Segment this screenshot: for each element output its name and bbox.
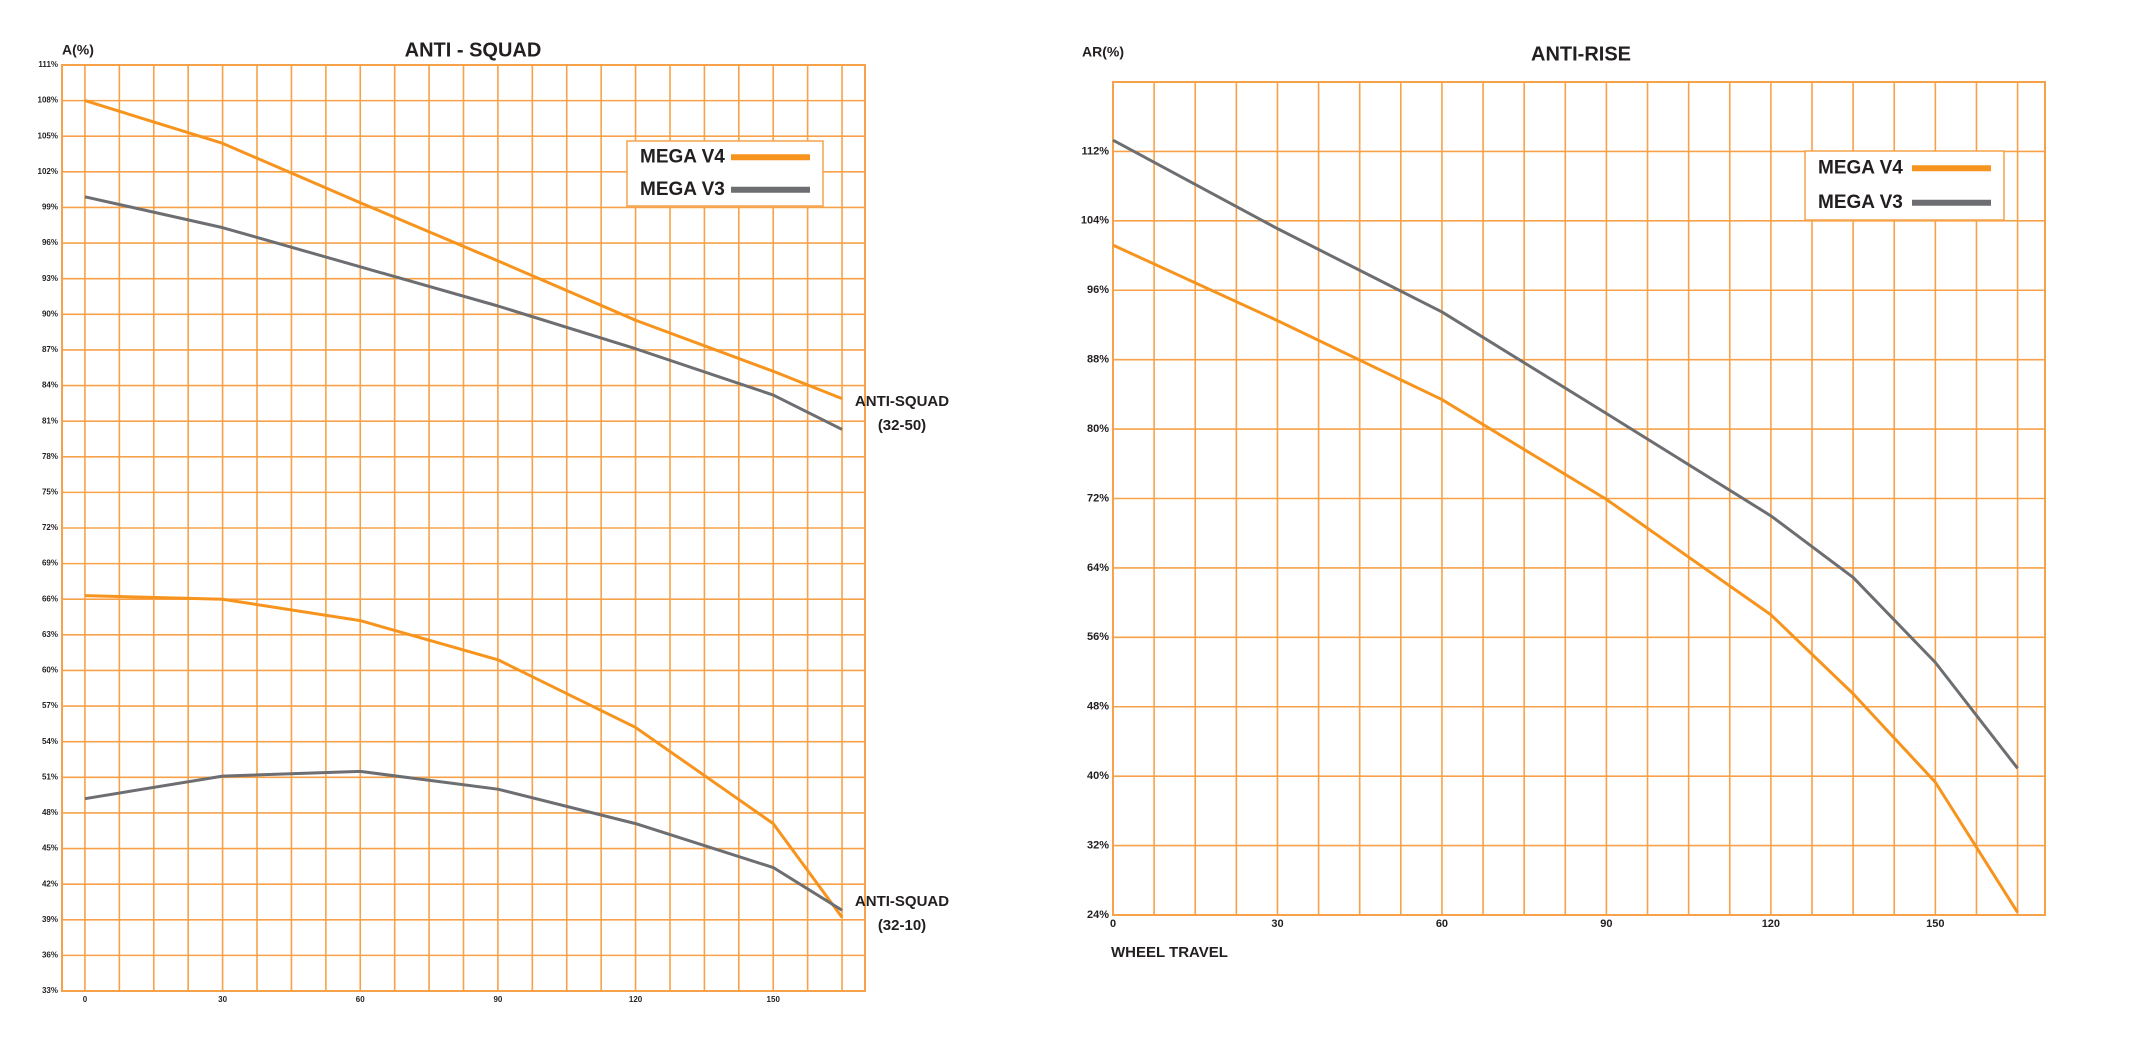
x-tick-label: 60 (1436, 918, 1448, 930)
y-tick-label: 96% (1087, 284, 1109, 296)
series-line (84, 769, 843, 912)
x-tick-label: 150 (767, 995, 781, 1004)
chart-title: ANTI-RISE (1531, 43, 1631, 65)
y-tick-label: 81% (42, 416, 58, 425)
legend-label: MEGA V3 (1818, 192, 1903, 213)
y-tick-label: 66% (42, 594, 58, 603)
y-tick-label: 80% (1087, 423, 1109, 435)
y-tick-label: 64% (1087, 562, 1109, 574)
plot-frame (61, 64, 866, 992)
y-tick-label: 105% (38, 131, 58, 140)
annotation: (32-10) (878, 917, 926, 934)
y-tick-label: 63% (42, 630, 58, 639)
y-tick-label: 40% (1087, 770, 1109, 782)
y-tick-label: 96% (42, 238, 58, 247)
annotation: (32-50) (878, 417, 926, 434)
y-tick-label: 48% (42, 808, 58, 817)
y-axis-label: AR(%) (1082, 44, 1124, 60)
y-tick-label: 36% (42, 950, 58, 959)
y-tick-label: 56% (1087, 631, 1109, 643)
y-tick-label: 75% (42, 487, 58, 496)
legend-label: MEGA V3 (640, 179, 725, 200)
y-tick-label: 104% (1081, 215, 1109, 227)
y-tick-label: 33% (42, 986, 58, 995)
x-tick-label: 0 (83, 995, 88, 1004)
y-tick-label: 112% (1081, 145, 1109, 157)
y-tick-label: 69% (42, 559, 58, 568)
x-tick-label: 30 (1271, 918, 1283, 930)
y-tick-label: 42% (42, 879, 58, 888)
y-tick-label: 72% (42, 523, 58, 532)
y-tick-label: 32% (1087, 839, 1109, 851)
y-tick-label: 84% (42, 381, 58, 390)
chart: 0 30 60 90 120 150 24% 32% 40% 48% 56% 64% 72% 80% 88%… (1081, 43, 2046, 961)
y-tick-label: 90% (42, 309, 58, 318)
y-tick-label: 111% (38, 60, 58, 69)
series-line (84, 99, 843, 400)
x-tick-label: 30 (218, 995, 227, 1004)
x-tick-label: 120 (629, 995, 643, 1004)
annotation: ANTI-SQUAD (855, 893, 949, 910)
x-tick-label: 0 (1110, 918, 1116, 930)
x-tick-label: 90 (493, 995, 502, 1004)
y-tick-label: 51% (42, 772, 58, 781)
x-tick-label: 120 (1762, 918, 1780, 930)
y-tick-label: 78% (42, 452, 58, 461)
y-tick-label: 60% (42, 666, 58, 675)
legend-label: MEGA V4 (1818, 157, 1903, 178)
series-line (1112, 243, 2019, 914)
y-tick-label: 93% (42, 274, 58, 283)
y-tick-label: 45% (42, 844, 58, 853)
legend-box (626, 140, 824, 207)
plot-frame (1112, 81, 2046, 916)
y-tick-label: 39% (42, 915, 58, 924)
x-axis-label: WHEEL TRAVEL (1111, 944, 1228, 961)
legend-label: MEGA V4 (640, 146, 725, 167)
y-tick-label: 108% (38, 96, 58, 105)
y-tick-label: 102% (38, 167, 58, 176)
x-tick-label: 90 (1600, 918, 1612, 930)
y-tick-label: 72% (1087, 492, 1109, 504)
annotation: ANTI-SQUAD (855, 393, 949, 410)
x-tick-label: 60 (356, 995, 365, 1004)
series-line (84, 195, 843, 431)
y-tick-label: 87% (42, 345, 58, 354)
y-tick-label: 99% (42, 203, 58, 212)
y-tick-label: 88% (1087, 354, 1109, 366)
x-tick-label: 150 (1926, 918, 1944, 930)
y-tick-label: 48% (1087, 701, 1109, 713)
y-tick-label: 24% (1087, 909, 1109, 921)
series-line (1112, 138, 2019, 770)
y-tick-label: 57% (42, 701, 58, 710)
legend-box (1804, 150, 2005, 221)
chart: 0 30 60 90 120 150 33% 36% 39% 42% 45% 48% 51% 54% 57%… (38, 39, 950, 1004)
chart-title: ANTI - SQUAD (405, 39, 542, 61)
series-line (84, 594, 844, 919)
y-axis-label: A(%) (62, 42, 94, 58)
y-tick-label: 54% (42, 737, 58, 746)
